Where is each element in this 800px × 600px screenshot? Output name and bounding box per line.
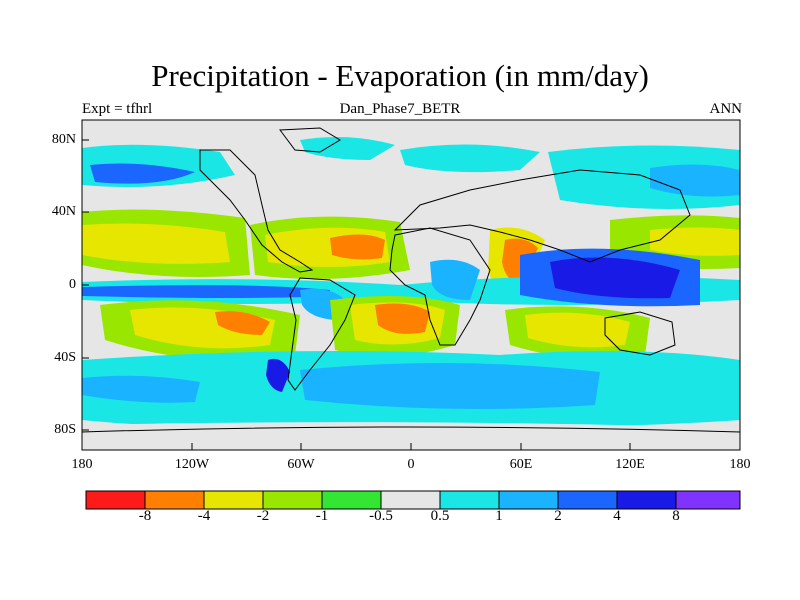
x-tick-label: 60W <box>287 457 315 472</box>
x-tick-label: 0 <box>407 457 415 472</box>
colorbar <box>85 490 741 510</box>
field-spacific-wet-core <box>82 375 200 403</box>
y-tick-label: 80N <box>51 132 76 147</box>
field-natl-dry-core <box>330 234 385 260</box>
colorbar-swatch-3 <box>262 490 323 510</box>
colorbar-label: -0.5 <box>369 508 393 524</box>
colorbar-swatch-6 <box>439 490 500 510</box>
colorbar-swatch-2 <box>203 490 264 510</box>
field-spac-dry-core <box>215 311 270 335</box>
colorbar-label: -2 <box>256 508 270 524</box>
field-itcz-core-east <box>82 285 330 298</box>
colorbar-swatch-1 <box>144 490 205 510</box>
season-label: ANN <box>709 101 743 117</box>
colorbar-swatch-5 <box>380 490 441 510</box>
field-npacific-wet-core <box>90 163 195 184</box>
colorbar-label: -1 <box>315 508 329 524</box>
colorbar-label: -8 <box>138 508 152 524</box>
y-tick-label: 80S <box>54 422 76 437</box>
field-nwpacific-wet-core <box>650 164 740 197</box>
colorbar-label: 1 <box>495 508 503 524</box>
colorbar-label: 4 <box>613 508 621 524</box>
field-southern-ocean-wet-core <box>300 362 600 409</box>
field-natlantic-wet <box>400 144 540 173</box>
axis-ticks <box>81 139 741 450</box>
colorbar-swatch-4 <box>321 490 382 510</box>
x-tick-label: 180 <box>729 457 751 472</box>
colorbar-label: 0.5 <box>430 508 450 524</box>
colorbar-swatch-10 <box>675 490 741 510</box>
field-greenland-wet <box>300 136 395 160</box>
x-tick-label: 180 <box>71 457 93 472</box>
x-tick-label: 120W <box>174 457 210 472</box>
y-tick-label: 40S <box>54 350 76 365</box>
field-chile-wet <box>266 358 290 392</box>
experiment-label: Expt = tfhrl <box>82 101 153 117</box>
colorbar-swatch-0 <box>85 490 146 510</box>
colorbar-label: 2 <box>554 508 562 524</box>
chart-title: Precipitation - Evaporation (in mm/day) <box>151 58 649 93</box>
colorbar-label: -4 <box>197 508 211 524</box>
field-congo-wet <box>430 259 480 300</box>
colorbar-swatch-7 <box>498 490 559 510</box>
coastlines <box>82 127 740 433</box>
field-sind-dry <box>525 312 630 348</box>
colorbar-label: 8 <box>672 508 680 524</box>
map-field <box>82 120 740 450</box>
field-npac-dry <box>82 223 230 264</box>
field-wpac-dry <box>650 227 740 256</box>
field-warm-pool-core <box>550 257 680 299</box>
field-satl-dry-core <box>375 303 430 334</box>
colorbar-swatch-8 <box>557 490 618 510</box>
x-tick-label: 60E <box>509 457 533 472</box>
field-antarctica <box>82 422 740 450</box>
colorbar-swatch-9 <box>616 490 677 510</box>
y-tick-label: 0 <box>69 277 76 292</box>
case-label: Dan_Phase7_BETR <box>339 101 461 117</box>
x-tick-label: 120E <box>615 457 645 472</box>
y-tick-label: 40N <box>51 204 76 219</box>
